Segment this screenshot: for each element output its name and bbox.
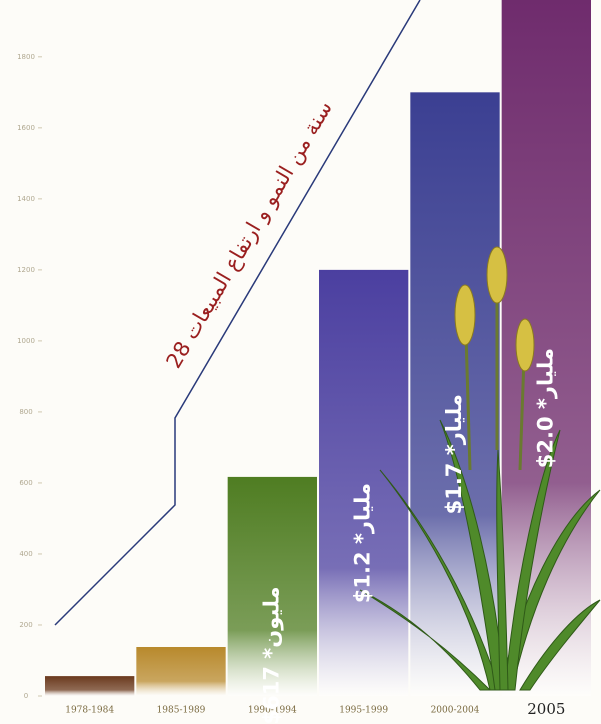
bar [136,647,225,696]
y-tick-label: 600 [19,479,32,487]
value-label: $617 *مليون [259,586,283,724]
y-tick-label: 1400 [17,195,35,203]
y-tick-label: 1200 [17,266,35,274]
chart: 28 سنة من النمو و ارتفاع المبيعات 020040… [0,0,601,724]
x-tick-label: 2000-2004 [431,706,480,716]
x-tick-label: 1978-1984 [65,706,114,716]
x-tick-label: 2005 [527,700,565,718]
value-label: $1.7 *مليار [442,394,466,514]
y-tick-label: 1600 [17,124,35,132]
y-tick-label: 0 [24,692,28,700]
y-tick-label: 200 [19,621,32,629]
value-label: $1.2 *مليار [351,483,375,603]
y-tick-label: 1000 [17,337,35,345]
y-tick-label: 800 [19,408,32,416]
x-tick-label: 1995-1999 [339,706,388,716]
value-label: $2.0 *مليار [533,348,557,468]
y-tick-label: 400 [19,550,32,558]
x-tick-label: 1985-1989 [157,706,206,716]
y-tick-label: 1800 [17,53,35,61]
page: 28 سنة من النمو و ارتفاع المبيعات 020040… [0,0,601,724]
bar [45,676,134,696]
